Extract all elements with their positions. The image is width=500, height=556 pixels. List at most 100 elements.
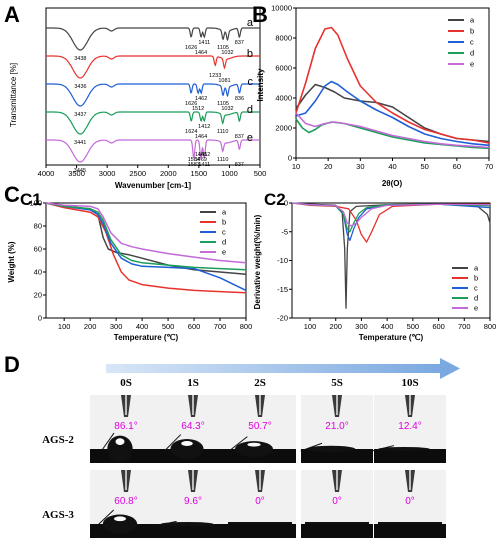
a-peak-label: 1032 xyxy=(221,50,233,56)
b-ytick-label: 8000 xyxy=(275,34,292,43)
droplet xyxy=(378,447,430,451)
a-xtick-label: 500 xyxy=(254,169,267,178)
substrate xyxy=(301,449,373,463)
panel-a-ylabel: Transmittance [%] xyxy=(9,63,18,127)
tangent-line xyxy=(228,436,248,452)
droplet-highlight xyxy=(113,516,127,522)
droplet-highlight xyxy=(247,442,261,447)
time-arrow-shaft xyxy=(106,364,442,373)
a-peak-label: 1512 xyxy=(192,106,204,112)
a-peak-label: 1462 xyxy=(195,96,207,102)
panel-c1-weight-chart: Weight (%) Temperature (℃) 100 200 300 400 5… xyxy=(7,199,252,343)
b-xtick-label: 10 xyxy=(292,162,300,171)
c2-ytick-label: -15 xyxy=(277,285,288,294)
a-peak-label: 1412 xyxy=(198,124,210,130)
panel-c2-label: C2 xyxy=(264,190,286,209)
a-series-name-a: a xyxy=(247,17,254,29)
a-peak-label: 836 xyxy=(235,96,244,102)
c1-xtick-label: 300 xyxy=(110,322,123,331)
a-series-name-b: b xyxy=(247,48,253,60)
panel-c-tga: C C1 C2 Weight (%) Temperature (℃) 100 20… xyxy=(4,182,496,342)
panel-b-ylabel: Intensity xyxy=(256,68,265,101)
c2-ytick-label: -10 xyxy=(277,256,288,265)
a-xtick-label: 3000 xyxy=(99,169,116,178)
a-peak-label: 1032 xyxy=(221,106,233,112)
droplet xyxy=(102,514,138,534)
b-ytick-label: 6000 xyxy=(275,64,292,73)
a-peak-label: 3441 xyxy=(74,140,86,146)
c1-xtick-label: 600 xyxy=(188,322,201,331)
droplet xyxy=(170,438,204,460)
b-xtick-label: 30 xyxy=(356,162,364,171)
c2-ytick-label: -20 xyxy=(277,314,288,323)
a-series-name-e: e xyxy=(247,132,253,144)
droplet-highlight xyxy=(115,438,125,445)
droplet xyxy=(306,445,356,453)
substrate xyxy=(157,524,229,538)
needle-highlight xyxy=(259,470,261,490)
b-series-line-e xyxy=(295,112,490,149)
panel-a-curves xyxy=(46,27,260,163)
contact-angle-frame: 9.6° xyxy=(154,470,229,538)
a-xtick-label: 4000 xyxy=(38,169,55,178)
a-peak-label: 1081 xyxy=(218,78,230,84)
contact-angle-frame: 50.7° xyxy=(224,395,296,463)
c1-legend-label-e: e xyxy=(222,248,226,257)
a-xtick-label: 1500 xyxy=(191,169,208,178)
needle-highlight xyxy=(259,395,261,415)
panel-a-xlabel: Wavenumber [cm-1] xyxy=(115,181,192,190)
panel-c2-xlabel: Temperature (℃) xyxy=(359,333,424,342)
a-peak-label: 1626 xyxy=(185,101,197,107)
substrate xyxy=(224,524,296,538)
contact-angle-value: 0° xyxy=(405,496,415,507)
c2-xtick-label: 500 xyxy=(407,322,420,331)
b-xtick-label: 60 xyxy=(453,162,461,171)
time-label: 1S xyxy=(187,377,199,389)
needle-highlight xyxy=(336,395,338,415)
droplet xyxy=(107,435,133,463)
panel-c2-frame xyxy=(291,202,491,319)
a-peak-label: 1110 xyxy=(217,157,228,163)
substrate xyxy=(301,524,373,538)
panel-c2-curves xyxy=(291,202,491,309)
contact-angle-value: 64.3° xyxy=(181,421,204,432)
b-xtick-label: 50 xyxy=(420,162,428,171)
contact-angle-frame: 86.1° xyxy=(90,395,162,463)
panel-a-annotations: 3438162614641411110510328373436123310813… xyxy=(74,40,244,174)
needle-highlight xyxy=(125,470,127,490)
a-series-name-d: d xyxy=(247,104,253,116)
c2-series-line-e xyxy=(291,202,491,227)
c1-xtick-label: 100 xyxy=(58,322,71,331)
sample-label: AGS-3 xyxy=(42,509,74,521)
tangent-line xyxy=(372,445,395,452)
c1-xtick-label: 400 xyxy=(136,322,149,331)
panel-c2-derivative-chart: Derivative weight(%/min) Temperature (℃)… xyxy=(253,199,496,343)
panel-c1-curves xyxy=(45,202,247,294)
c2-legend-label-c: c xyxy=(474,284,478,293)
c1-ytick-label: 60 xyxy=(34,245,42,254)
contact-angle-value: 50.7° xyxy=(248,421,271,432)
b-ytick-label: 0 xyxy=(288,154,292,163)
a-series-line-b xyxy=(46,55,260,79)
contact-angle-value: 0° xyxy=(332,496,342,507)
contact-angle-frame: 21.0° xyxy=(300,395,373,463)
c1-xtick-label: 200 xyxy=(84,322,97,331)
a-xtick-label: 3500 xyxy=(68,169,85,178)
needle-highlight xyxy=(409,470,411,490)
c2-legend-label-d: d xyxy=(474,294,478,303)
spread-film xyxy=(228,522,292,524)
contact-angle-frame: 0° xyxy=(374,470,446,538)
a-peak-label: 3438 xyxy=(74,56,86,62)
panel-c2-ticks: 100 200 300 400 500 600 700 800 0 -5 -10 -15 -20 xyxy=(277,199,496,332)
a-peak-label: 837 xyxy=(235,40,244,46)
c2-xtick-label: 100 xyxy=(304,322,317,331)
c1-ytick-label: 100 xyxy=(29,199,42,208)
b-series-line-c xyxy=(295,80,490,147)
panel-a-xticks: 4000 3500 3000 2500 2000 1500 1000 500 xyxy=(38,165,267,178)
time-label: 2S xyxy=(254,377,266,389)
c1-legend-label-a: a xyxy=(222,208,227,217)
contact-angle-value: 60.8° xyxy=(114,496,137,507)
